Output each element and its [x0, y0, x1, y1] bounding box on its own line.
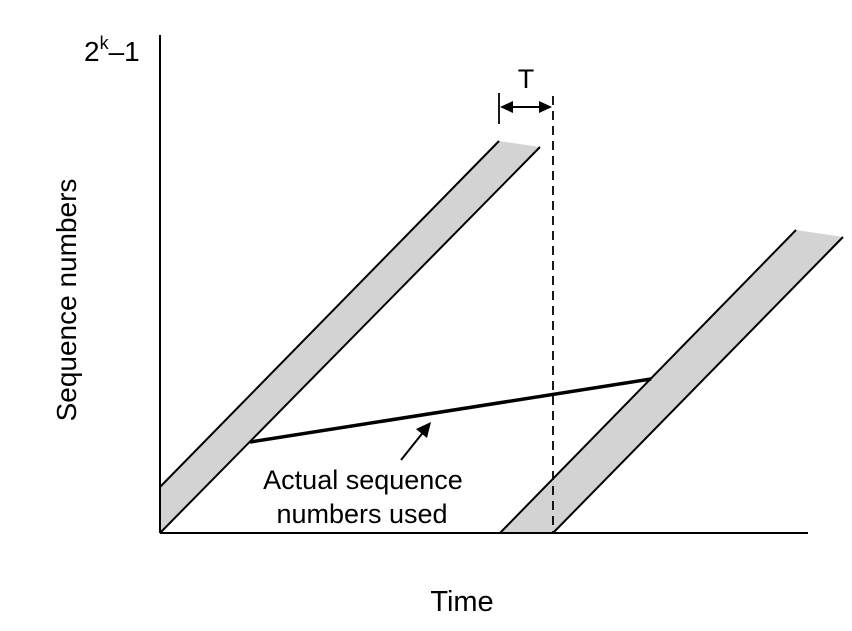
interval-arrowhead-right: [539, 101, 552, 113]
y-max-exponent: k: [100, 33, 110, 53]
interval-arrowhead-left: [500, 101, 513, 113]
y-max-label: 2k–1: [84, 33, 140, 67]
forbidden-band-right: [500, 230, 843, 533]
annotation-arrow-shaft: [400, 429, 426, 461]
band-left-upper-edge: [159, 140, 500, 488]
y-max-base: 2: [84, 36, 100, 67]
actual-sequence-line: [249, 377, 652, 444]
interval-label: T: [518, 64, 535, 94]
forbidden-band-left: [160, 141, 540, 533]
annotation-label-line2: numbers used: [276, 499, 447, 529]
y-max-suffix: –1: [109, 36, 140, 67]
band-right-lower-edge: [552, 236, 844, 534]
annotation-label-line1: Actual sequence: [263, 465, 463, 495]
band-left-lower-edge: [159, 146, 541, 534]
band-right-upper-edge: [499, 229, 797, 534]
y-axis-label: Sequence numbers: [51, 179, 82, 422]
x-axis-label: Time: [430, 586, 493, 618]
annotation-arrowhead: [416, 422, 431, 438]
